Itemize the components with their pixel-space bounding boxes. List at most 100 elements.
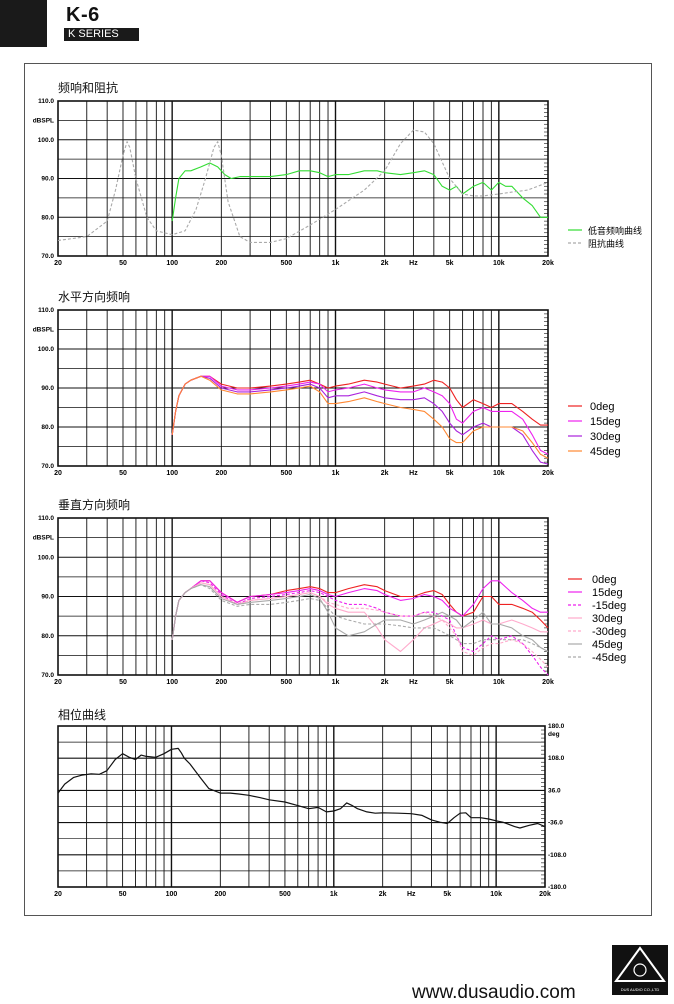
x-tick-label: 2k xyxy=(379,891,387,898)
x-tick-label: 100 xyxy=(166,260,178,267)
x-tick-label: 5k xyxy=(446,679,454,686)
chart-2: 70.0 80.0 90.0 100.0 110.0 dBSPL 20 50 100 200 500… xyxy=(33,307,621,477)
x-tick-label: 20 xyxy=(54,260,62,267)
x-tick-label: 200 xyxy=(215,470,227,477)
legend-label: 45deg xyxy=(590,446,621,458)
y-tick-label: 80.0 xyxy=(41,214,54,221)
x-tick-label: 20k xyxy=(542,260,554,267)
y-axis-label: dBSPL xyxy=(33,535,54,542)
series-line-4 xyxy=(171,375,549,459)
legend-label: -15deg xyxy=(592,600,626,612)
x-tick-label: 50 xyxy=(119,891,127,898)
y-tick-label: -36.0 xyxy=(548,820,563,827)
x-tick-label: 1k xyxy=(332,679,340,686)
x-tick-label: 10k xyxy=(493,470,505,477)
chart-1: 70.0 80.0 90.0 100.0 110.0 dBSPL 20 50 100 200 500… xyxy=(33,98,642,267)
y-tick-label: 90.0 xyxy=(41,594,54,601)
y-tick-label: 100.0 xyxy=(38,554,55,561)
chart1-title: 频响和阻抗 xyxy=(58,81,119,95)
model-name: K-6 xyxy=(66,4,100,26)
y-tick-label: 100.0 xyxy=(38,346,55,353)
legend-label: 0deg xyxy=(592,574,616,586)
x-tick-label: 20 xyxy=(54,891,62,898)
x-tick-label: 5k xyxy=(446,260,454,267)
y-axis-label: dBSPL xyxy=(33,327,54,334)
x-tick-label: 100 xyxy=(166,679,178,686)
x-tick-label: 500 xyxy=(279,891,291,898)
x-tick-label: 20 xyxy=(54,679,62,686)
y-tick-label: 90.0 xyxy=(41,385,54,392)
y-tick-label: -180.0 xyxy=(548,884,567,891)
y-tick-label: 180.0 xyxy=(548,723,565,730)
y-tick-label: 70.0 xyxy=(41,253,54,260)
x-tick-label: 10k xyxy=(493,679,505,686)
website-url: www.dusaudio.com xyxy=(412,982,576,1003)
y-axis-label: dBSPL xyxy=(33,117,54,124)
x-tick-label: Hz xyxy=(409,260,418,267)
logo-mark xyxy=(612,945,668,995)
series-label: K SERIES xyxy=(64,28,139,41)
x-tick-label: 50 xyxy=(119,679,127,686)
legend-label: 30deg xyxy=(590,431,621,443)
x-tick-label: 1k xyxy=(330,891,338,898)
chart-4: -180.0 -108.0 -36.0 36.0 108.0 180.0deg 20 50 10… xyxy=(54,723,567,898)
series-line-1 xyxy=(57,747,546,829)
legend-label: 15deg xyxy=(592,587,623,599)
x-tick-label: 20 xyxy=(54,470,62,477)
y-tick-label: 110.0 xyxy=(38,98,54,105)
x-tick-label: 100 xyxy=(166,891,178,898)
x-tick-label: 10k xyxy=(493,260,505,267)
x-tick-label: Hz xyxy=(409,679,418,686)
y-tick-label: 70.0 xyxy=(41,672,54,679)
y-tick-label: 108.0 xyxy=(548,755,565,762)
chart4-title: 相位曲线 xyxy=(58,708,107,722)
x-tick-label: 2k xyxy=(381,470,389,477)
x-tick-label: 200 xyxy=(215,679,227,686)
legend-label: 45deg xyxy=(592,639,623,651)
y-tick-label: 100.0 xyxy=(38,137,55,144)
logo-triangle-icon xyxy=(614,946,666,982)
x-tick-label: 500 xyxy=(280,679,292,686)
x-tick-label: 20k xyxy=(542,470,554,477)
legend-label: 15deg xyxy=(590,416,621,428)
legend-label: 低音频响曲线 xyxy=(588,225,642,237)
x-tick-label: 20k xyxy=(539,891,551,898)
x-tick-label: 500 xyxy=(280,260,292,267)
x-tick-label: 200 xyxy=(215,260,227,267)
logo-company-text: DUS AUDIO CO.,LTD xyxy=(620,987,660,992)
series-line-3 xyxy=(171,375,549,465)
y-tick-label: 80.0 xyxy=(41,424,54,431)
series-line-1 xyxy=(171,162,548,222)
x-tick-label: 2k xyxy=(381,679,389,686)
x-tick-label: 2k xyxy=(381,260,389,267)
x-tick-label: Hz xyxy=(409,470,418,477)
y-tick-label: 70.0 xyxy=(41,463,54,470)
x-tick-label: 20k xyxy=(542,679,554,686)
y-tick-label: 110.0 xyxy=(38,515,54,522)
series-line-7 xyxy=(171,584,549,652)
y-axis-label: deg xyxy=(548,731,560,738)
series-line-2 xyxy=(57,129,549,243)
legend-label: -45deg xyxy=(592,652,626,664)
x-tick-label: 1k xyxy=(332,260,340,267)
series-line-2 xyxy=(171,580,548,640)
y-tick-label: 90.0 xyxy=(41,176,54,183)
series-line-3 xyxy=(171,580,549,676)
x-tick-label: 5k xyxy=(443,891,451,898)
y-tick-label: 36.0 xyxy=(548,787,561,794)
x-tick-label: 50 xyxy=(119,260,127,267)
series-line-2 xyxy=(171,375,549,455)
chart-frame xyxy=(24,63,652,916)
header-black-block xyxy=(0,0,47,47)
y-tick-label: -108.0 xyxy=(548,852,567,859)
series-line-5 xyxy=(171,582,549,668)
x-tick-label: 10k xyxy=(490,891,502,898)
y-tick-label: 110.0 xyxy=(38,307,54,314)
chart-3: 70.0 80.0 90.0 100.0 110.0 dBSPL 20 50 100 200 500… xyxy=(33,515,627,686)
legend-label: 阻抗曲线 xyxy=(588,238,624,250)
x-tick-label: 5k xyxy=(446,470,454,477)
x-tick-label: Hz xyxy=(407,891,416,898)
y-tick-label: 80.0 xyxy=(41,633,54,640)
chart2-title: 水平方向频响 xyxy=(58,290,131,304)
